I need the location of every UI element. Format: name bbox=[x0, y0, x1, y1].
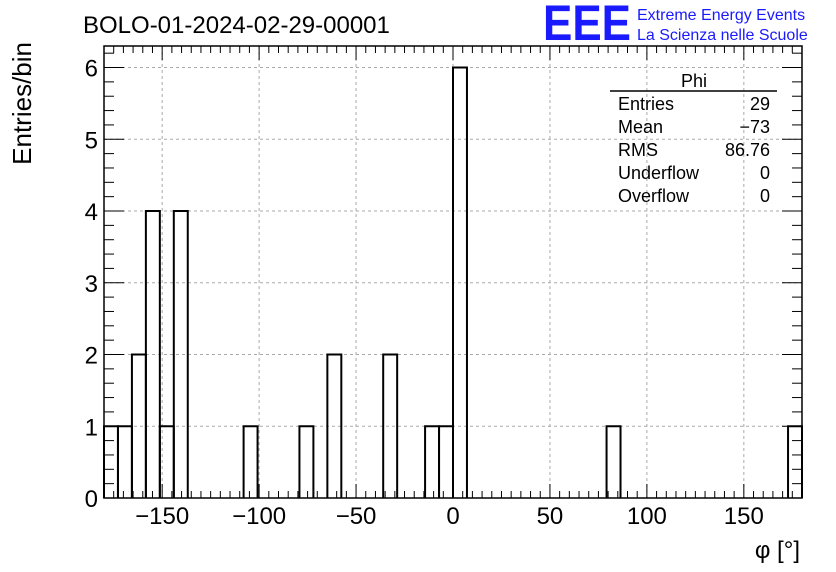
stats-row-label: RMS bbox=[618, 140, 658, 160]
histogram-bin bbox=[116, 425, 133, 498]
axis-ticks bbox=[103, 46, 803, 499]
y-tick-label: 4 bbox=[85, 199, 98, 226]
histogram-bin bbox=[424, 425, 441, 498]
x-tick-label: 0 bbox=[446, 503, 459, 530]
stats-box-title: Phi bbox=[681, 71, 707, 91]
histogram-bin bbox=[298, 425, 315, 498]
stats-row-label: Overflow bbox=[618, 186, 690, 206]
histogram-bin bbox=[242, 425, 259, 498]
y-tick-label: 0 bbox=[85, 486, 98, 513]
histogram-bin bbox=[382, 353, 399, 498]
x-tick-label: −50 bbox=[336, 503, 377, 530]
y-tick-label: 6 bbox=[85, 56, 98, 83]
y-tick-label: 2 bbox=[85, 343, 98, 370]
stats-row-label: Underflow bbox=[618, 163, 700, 183]
x-tick-label: −150 bbox=[135, 503, 189, 530]
histogram-bin bbox=[172, 210, 189, 498]
stats-box: Phi Entries 29 Mean −73 RMS 86.76 Underflow 0 Ov… bbox=[610, 71, 777, 206]
histogram-bin bbox=[787, 425, 803, 498]
histogram-bin bbox=[438, 425, 454, 498]
x-tick-label: 50 bbox=[537, 503, 564, 530]
stats-row-label: Entries bbox=[618, 94, 674, 114]
y-tick-label: 1 bbox=[85, 414, 98, 441]
x-axis-label: φ [°] bbox=[755, 537, 800, 564]
eee-logo: EEE Extreme Energy Events La Scienza nel… bbox=[543, 0, 808, 51]
eee-logo-mark: EEE bbox=[543, 0, 631, 51]
x-tick-label: −100 bbox=[232, 503, 286, 530]
stats-row-value: 0 bbox=[760, 163, 770, 183]
x-tick-label: 100 bbox=[627, 503, 667, 530]
stats-row-value: −73 bbox=[739, 117, 770, 137]
histogram-bars bbox=[103, 66, 803, 498]
stats-row-value: 86.76 bbox=[725, 140, 770, 160]
chart-title: BOLO-01-2024-02-29-00001 bbox=[83, 12, 390, 39]
eee-logo-line2: La Scienza nelle Scuole bbox=[637, 27, 808, 44]
stats-box-rows: Entries 29 Mean −73 RMS 86.76 Underflow 0 Overfl… bbox=[618, 94, 770, 206]
y-tick-label: 5 bbox=[85, 127, 98, 154]
histogram-bin bbox=[452, 66, 468, 498]
histogram-bin bbox=[103, 425, 119, 498]
histogram-bin bbox=[326, 353, 343, 498]
eee-logo-line1: Extreme Energy Events bbox=[637, 7, 805, 24]
histogram-bin bbox=[605, 425, 622, 498]
histogram-bin bbox=[144, 210, 161, 498]
stats-row-value: 29 bbox=[750, 94, 770, 114]
y-tick-label: 3 bbox=[85, 271, 98, 298]
y-tick-labels: 0 1 2 3 4 5 6 bbox=[85, 56, 98, 513]
x-tick-label: 150 bbox=[724, 503, 764, 530]
stats-row-value: 0 bbox=[760, 186, 770, 206]
y-axis-label: Entries/bin bbox=[7, 42, 37, 165]
x-tick-labels: −150 −100 −50 0 50 100 150 bbox=[135, 503, 764, 530]
stats-row-label: Mean bbox=[618, 117, 663, 137]
